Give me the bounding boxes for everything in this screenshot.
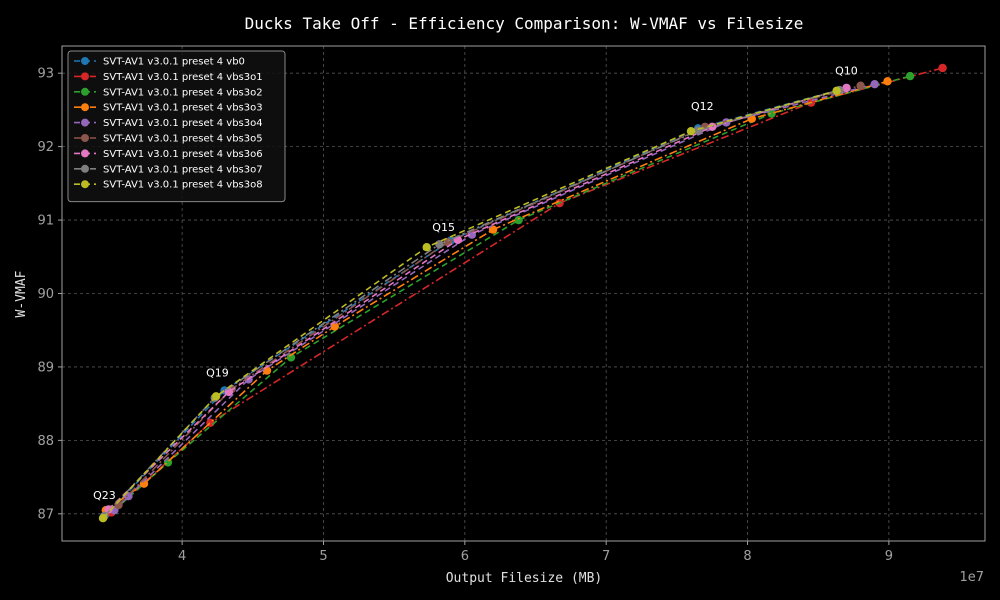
y-tick-label: 90 [37,287,54,302]
legend-frame [67,50,286,203]
data-point [330,322,339,331]
legend: SVT-AV1 v3.0.1 preset 4 vb0 SVT-AV1 v3.0.… [67,50,286,203]
legend-label: SVT-AV1 v3.0.1 preset 4 vbs3o5 [103,134,263,145]
legend-label: SVT-AV1 v3.0.1 preset 4 vbs3o3 [103,103,263,114]
data-point [883,77,892,86]
data-point [514,215,523,225]
legend-swatch-marker [81,134,89,142]
data-point [422,243,431,252]
data-point [435,240,444,249]
x-tick-label: 6 [461,549,469,564]
legend-swatch-marker [81,72,89,81]
y-tick-label: 92 [37,140,54,155]
data-point [832,86,841,96]
legend-label: SVT-AV1 v3.0.1 preset 4 vbs3o6 [103,149,263,160]
annotation-label: Q23 [93,489,116,502]
data-point [686,127,696,136]
annotation-label: Q19 [206,366,229,379]
data-point [104,505,113,514]
y-tick-label: 88 [37,434,54,449]
x-axis-label: Output Filesize (MB) [446,571,603,586]
legend-item: SVT-AV1 v3.0.1 preset 4 vbs3o7 [74,164,263,175]
x-axis-ticks: 4 5 6 7 8 9 [178,541,893,564]
legend-label: SVT-AV1 v3.0.1 preset 4 vbs3o4 [103,118,263,129]
legend-swatch-marker [81,164,89,173]
data-point [938,63,947,73]
x-tick-label: 8 [743,549,751,564]
data-point [488,225,498,234]
series-layer [98,63,947,523]
y-axis-label: W-VMAF [14,270,29,317]
data-point [286,353,296,362]
legend-swatch-marker [81,180,89,189]
data-point [693,126,703,135]
legend-item: SVT-AV1 v3.0.1 preset 4 vbs3o3 [74,103,263,114]
legend-swatch-marker [81,103,89,112]
x-axis-offset-label: 1e7 [959,570,984,585]
data-point [905,71,915,81]
data-point [211,392,221,401]
grid-lines [62,46,985,541]
annotation-label: Q10 [835,65,858,78]
legend-item: SVT-AV1 v3.0.1 preset 4 vbs3o6 [74,149,263,160]
y-tick-label: 87 [37,507,54,522]
legend-item: SVT-AV1 v3.0.1 preset 4 vb0 [74,57,245,68]
legend-swatch-marker [81,57,89,65]
data-point [98,514,108,523]
data-point [767,109,776,118]
legend-item: SVT-AV1 v3.0.1 preset 4 vbs3o5 [74,134,263,145]
annotation-label: Q12 [691,100,714,113]
x-tick-label: 7 [602,549,610,564]
legend-label: SVT-AV1 v3.0.1 preset 4 vbs3o7 [103,164,263,175]
legend-item: SVT-AV1 v3.0.1 preset 4 vbs3o8 [74,180,263,191]
legend-swatch-marker [81,87,89,96]
annotation-label: Q15 [432,221,455,234]
legend-item: SVT-AV1 v3.0.1 preset 4 vbs3o2 [74,87,263,98]
y-axis-ticks: 87 88 89 90 91 92 93 [37,67,62,522]
legend-swatch-marker [81,149,89,158]
data-point [842,83,851,93]
x-tick-label: 4 [178,549,186,564]
legend-label: SVT-AV1 v3.0.1 preset 4 vbs3o8 [103,180,263,191]
series-line [113,83,875,511]
x-tick-label: 5 [319,549,327,564]
y-tick-label: 89 [37,360,54,375]
legend-label: SVT-AV1 v3.0.1 preset 4 vbs3o1 [103,72,263,83]
data-point [708,122,717,131]
legend-swatch-marker [81,118,89,127]
legend-label: SVT-AV1 v3.0.1 preset 4 vb0 [103,57,245,68]
legend-item: SVT-AV1 v3.0.1 preset 4 vbs3o4 [74,118,263,129]
data-point [856,81,865,90]
y-tick-label: 91 [37,214,54,229]
legend-label: SVT-AV1 v3.0.1 preset 4 vbs3o2 [103,87,263,98]
legend-item: SVT-AV1 v3.0.1 preset 4 vbs3o1 [74,72,263,83]
x-tick-label: 9 [885,549,893,564]
annotations-layer: Q23 Q19 Q15 Q12 Q10 [93,65,858,502]
y-tick-label: 93 [37,67,54,82]
data-point [870,80,879,89]
chart-title: Ducks Take Off - Efficiency Comparison: … [245,14,804,33]
series-9 [98,86,841,523]
